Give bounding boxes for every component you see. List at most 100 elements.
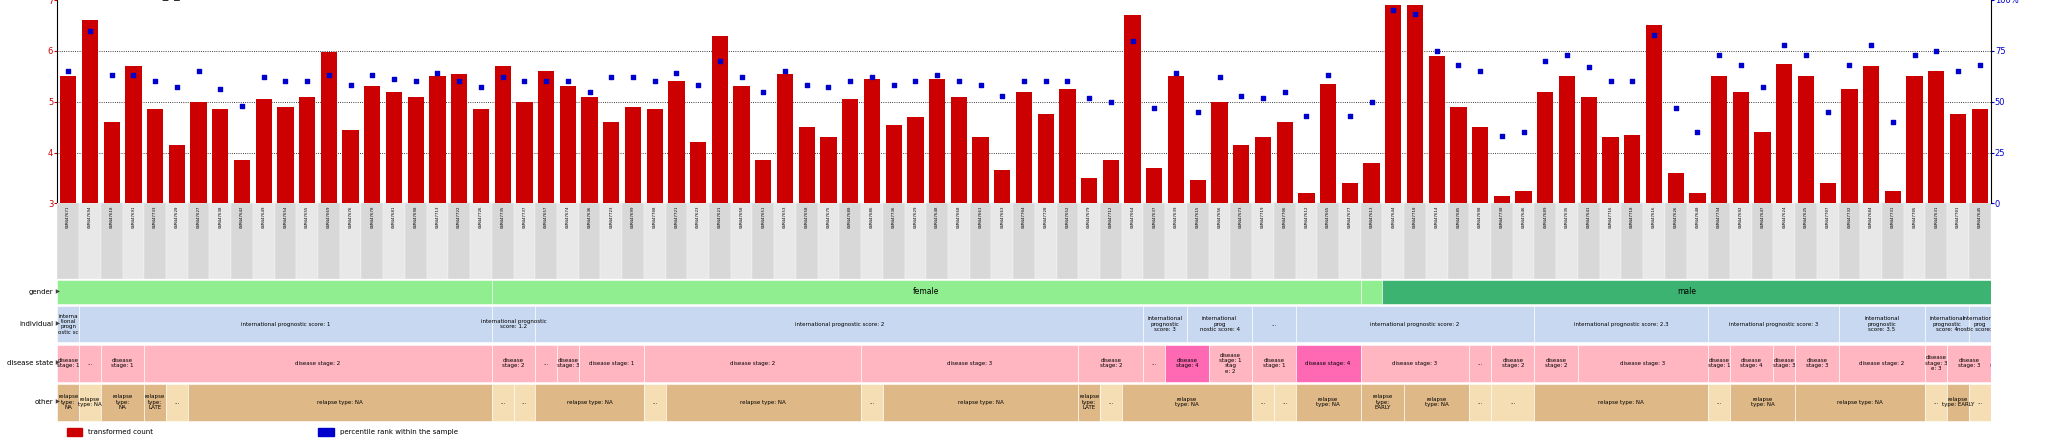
- Point: [74, 27, 106, 34]
- Bar: [1450, 107, 1466, 356]
- Text: GSM447690: GSM447690: [1479, 206, 1483, 228]
- Bar: [322, 52, 338, 356]
- Point: [1942, 67, 1974, 75]
- Bar: [1925, 345, 1948, 381]
- Bar: [1708, 306, 1839, 342]
- Bar: [1407, 5, 1423, 356]
- Text: GSM447654: GSM447654: [283, 206, 287, 228]
- Bar: [1405, 203, 1425, 279]
- Bar: [1165, 203, 1188, 279]
- Bar: [1143, 345, 1165, 381]
- Text: GSM447731: GSM447731: [1890, 206, 1894, 228]
- Bar: [643, 203, 666, 279]
- Bar: [1925, 306, 1968, 342]
- Text: disease
stage: 1: disease stage: 1: [57, 358, 80, 369]
- Bar: [1425, 203, 1448, 279]
- Point: [1616, 78, 1649, 85]
- Bar: [166, 384, 188, 420]
- Bar: [1251, 203, 1274, 279]
- Text: GSM447641: GSM447641: [1587, 206, 1591, 228]
- Bar: [535, 203, 557, 279]
- Bar: [68, 428, 82, 436]
- Text: transformed count: transformed count: [88, 429, 154, 436]
- Bar: [125, 66, 141, 356]
- Point: [725, 74, 758, 81]
- Text: GSM447691: GSM447691: [131, 206, 135, 228]
- Bar: [752, 203, 774, 279]
- Point: [942, 78, 975, 85]
- Text: inter
national
progno
stic sco...: inter national progno stic sco...: [2032, 313, 2048, 335]
- Text: GSM447620: GSM447620: [174, 206, 178, 228]
- Bar: [1079, 345, 1143, 381]
- Point: [1724, 62, 1757, 69]
- Point: [659, 70, 692, 77]
- Bar: [1188, 306, 1251, 342]
- Bar: [1864, 66, 1880, 356]
- Bar: [1491, 203, 1513, 279]
- Bar: [365, 87, 381, 356]
- Point: [1790, 52, 1823, 59]
- Text: relapse
type: EARLY: relapse type: EARLY: [1942, 397, 1974, 408]
- Bar: [1274, 384, 1296, 420]
- Text: GSM447708: GSM447708: [653, 206, 657, 228]
- Text: GSM447640: GSM447640: [1696, 206, 1700, 228]
- Bar: [1473, 127, 1489, 356]
- Bar: [1534, 306, 1708, 342]
- Bar: [1755, 132, 1772, 356]
- Point: [205, 86, 238, 93]
- Text: GSM447721: GSM447721: [674, 206, 678, 228]
- Point: [1073, 94, 1106, 101]
- Bar: [842, 99, 858, 356]
- Point: [1008, 78, 1040, 85]
- Bar: [252, 203, 274, 279]
- Bar: [2034, 306, 2048, 342]
- Bar: [1882, 203, 1905, 279]
- Text: disease stage: 3: disease stage: 3: [1620, 361, 1665, 366]
- Text: GSM447678: GSM447678: [371, 206, 375, 228]
- Text: GSM447613: GSM447613: [1370, 206, 1374, 228]
- Text: relapse
type:
LATE: relapse type: LATE: [145, 394, 166, 410]
- Point: [313, 71, 346, 79]
- Point: [1964, 62, 1997, 69]
- Text: GSM447736: GSM447736: [891, 206, 895, 228]
- Point: [1530, 57, 1563, 64]
- Bar: [647, 109, 664, 356]
- Bar: [1124, 15, 1141, 356]
- Bar: [1165, 345, 1208, 381]
- Text: relapse
type:
EARLY: relapse type: EARLY: [1372, 394, 1393, 410]
- Point: [1810, 108, 1843, 115]
- Point: [1333, 112, 1366, 119]
- Text: international prognostic score: 1: international prognostic score: 1: [242, 321, 330, 327]
- Text: GSM447630: GSM447630: [219, 206, 223, 228]
- Text: ...: ...: [522, 400, 526, 405]
- Text: GSM447621: GSM447621: [719, 206, 721, 228]
- Point: [291, 78, 324, 85]
- Bar: [1317, 203, 1339, 279]
- Bar: [582, 97, 598, 356]
- Point: [748, 88, 780, 95]
- Bar: [1884, 190, 1901, 356]
- Text: GSM447681: GSM447681: [391, 206, 395, 228]
- Text: GSM447647: GSM447647: [1761, 206, 1765, 228]
- Bar: [1147, 168, 1163, 356]
- Bar: [1034, 203, 1057, 279]
- Bar: [666, 384, 860, 420]
- Point: [1030, 78, 1063, 85]
- Bar: [1534, 384, 1708, 420]
- Text: relapse
type:
NA: relapse type: NA: [113, 394, 133, 410]
- Text: ...: ...: [1272, 321, 1276, 327]
- Point: [1659, 104, 1692, 111]
- Bar: [643, 384, 666, 420]
- Bar: [625, 107, 641, 356]
- Bar: [1038, 115, 1055, 356]
- Text: disease
stage: 3: disease stage: 3: [1774, 358, 1796, 369]
- Point: [1485, 133, 1518, 140]
- Text: GSM447629: GSM447629: [913, 206, 918, 228]
- Bar: [1556, 203, 1577, 279]
- Point: [1094, 98, 1126, 105]
- Text: disease
stage: 2: disease stage: 2: [502, 358, 524, 369]
- Text: international prognostic score: 3: international prognostic score: 3: [1729, 321, 1819, 327]
- Bar: [492, 306, 535, 342]
- Bar: [1274, 203, 1296, 279]
- Bar: [1468, 203, 1491, 279]
